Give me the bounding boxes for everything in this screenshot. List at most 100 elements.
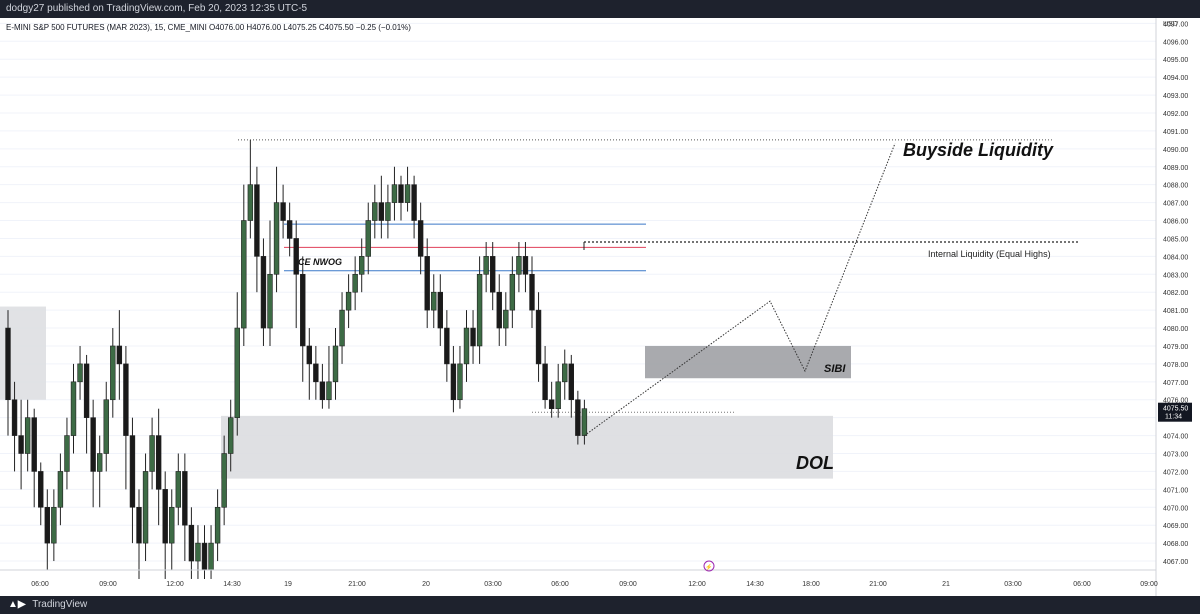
candle-body xyxy=(169,506,175,544)
y-tick-label: 4071.00 xyxy=(1163,487,1188,494)
candle-body xyxy=(562,363,568,383)
y-tick-label: 4094.00 xyxy=(1163,75,1188,82)
candle-body xyxy=(568,363,575,401)
candle-body xyxy=(476,273,483,347)
candle-body xyxy=(581,408,588,436)
tradingview-logo-icon: ▲▶ xyxy=(8,599,26,610)
candle-body xyxy=(470,327,476,347)
candle-body xyxy=(57,471,64,508)
y-tick-label: 4078.00 xyxy=(1163,362,1188,369)
candle-body xyxy=(326,381,332,401)
candle-body xyxy=(97,453,103,472)
y-tick-label: 4068.00 xyxy=(1163,541,1188,548)
candle-body xyxy=(11,399,18,436)
y-tick-label: 4077.00 xyxy=(1163,380,1188,387)
x-tick-label: 12:00 xyxy=(166,581,184,588)
x-tick-label: 21 xyxy=(942,581,950,588)
y-tick-label: 4087.00 xyxy=(1163,201,1188,208)
candle-body xyxy=(509,273,516,311)
candle-body xyxy=(149,435,155,472)
candle-body xyxy=(234,327,240,418)
candle-body xyxy=(424,256,430,311)
lightning-glyph-icon: ⚡ xyxy=(705,563,712,571)
x-tick-label: 12:00 xyxy=(688,581,706,588)
y-tick-label: 4081.00 xyxy=(1163,308,1188,315)
candle-body xyxy=(398,184,404,203)
candle-body xyxy=(136,506,142,544)
candle-body xyxy=(522,256,529,275)
y-tick-label: 4092.00 xyxy=(1163,111,1188,118)
candle-body xyxy=(241,220,247,329)
y-tick-label: 4080.00 xyxy=(1163,326,1188,333)
publisher-bar: dodgy27 published on TradingView.com, Fe… xyxy=(0,0,1200,18)
y-tick-label: 4069.00 xyxy=(1163,523,1188,530)
candle-body xyxy=(385,202,391,221)
y-tick-label: 4091.00 xyxy=(1163,129,1188,136)
candle-body xyxy=(306,345,312,365)
candle-body xyxy=(142,471,149,544)
candlestick-chart[interactable]: Buyside Liquidity CE NWOG Internal Liquidi… xyxy=(0,18,1200,596)
projected-price-path xyxy=(584,143,896,436)
currency-label: USD xyxy=(1163,21,1178,28)
candle-body xyxy=(175,471,181,508)
candle-body xyxy=(31,417,37,472)
candle-body xyxy=(332,345,339,383)
tradingview-footer: ▲▶ TradingView xyxy=(0,596,1200,614)
y-tick-label: 4097.00 xyxy=(1163,21,1188,28)
internal-liquidity-label: Internal Liquidity (Equal Highs) xyxy=(928,249,1051,259)
candle-body xyxy=(70,381,77,436)
x-tick-label: 03:00 xyxy=(1004,581,1022,588)
candle-body xyxy=(110,345,116,401)
x-tick-label: 03:00 xyxy=(484,581,502,588)
candle-body xyxy=(300,273,306,347)
candle-body xyxy=(254,184,260,257)
y-tick-label: 4095.00 xyxy=(1163,57,1188,64)
y-tick-label: 4086.00 xyxy=(1163,219,1188,226)
candle-body xyxy=(260,256,267,329)
y-tick-label: 4073.00 xyxy=(1163,452,1188,459)
candle-body xyxy=(391,184,398,203)
ce-nwog-label: CE NWOG xyxy=(298,257,342,267)
candle-body xyxy=(83,363,90,418)
buyside-liquidity-label: Buyside Liquidity xyxy=(903,140,1054,160)
candle-body xyxy=(123,363,129,436)
candle-body xyxy=(548,399,555,410)
candle-body xyxy=(182,471,188,526)
symbol-legend: E-MINI S&P 500 FUTURES (MAR 2023), 15, C… xyxy=(6,23,411,32)
candle-body xyxy=(247,184,254,221)
x-tick-label: 19 xyxy=(284,581,292,588)
candle-body xyxy=(319,381,326,401)
y-tick-label: 4082.00 xyxy=(1163,290,1188,297)
candle-body xyxy=(195,542,201,562)
candle-body xyxy=(188,524,195,562)
candle-body xyxy=(64,435,70,472)
last-price-marker xyxy=(1158,402,1192,422)
candle-body xyxy=(365,220,371,257)
x-tick-label: 14:30 xyxy=(223,581,241,588)
candle-body xyxy=(378,202,385,221)
candle-body xyxy=(221,453,227,508)
candle-body xyxy=(496,291,502,329)
x-tick-label: 06:00 xyxy=(1073,581,1091,588)
candle-body xyxy=(51,506,57,544)
candle-body xyxy=(162,489,168,544)
candle-body xyxy=(417,220,424,257)
candle-body xyxy=(214,506,221,544)
candle-body xyxy=(155,435,162,490)
candle-body xyxy=(404,184,411,203)
countdown-label: 11:34 xyxy=(1165,414,1182,421)
x-tick-label: 09:00 xyxy=(99,581,117,588)
y-tick-label: 4089.00 xyxy=(1163,165,1188,172)
candle-body xyxy=(90,417,96,472)
tradingview-brand: TradingView xyxy=(32,599,88,610)
lightning-icon xyxy=(703,560,715,572)
candle-body xyxy=(228,417,234,454)
x-tick-label: 09:00 xyxy=(1140,581,1158,588)
x-tick-label: 21:00 xyxy=(869,581,887,588)
y-tick-label: 4076.00 xyxy=(1163,398,1188,405)
candle-body xyxy=(575,399,581,436)
y-tick-label: 4084.00 xyxy=(1163,254,1188,261)
y-tick-label: 4067.00 xyxy=(1163,559,1188,566)
candle-body xyxy=(411,184,417,221)
x-tick-label: 09:00 xyxy=(619,581,637,588)
